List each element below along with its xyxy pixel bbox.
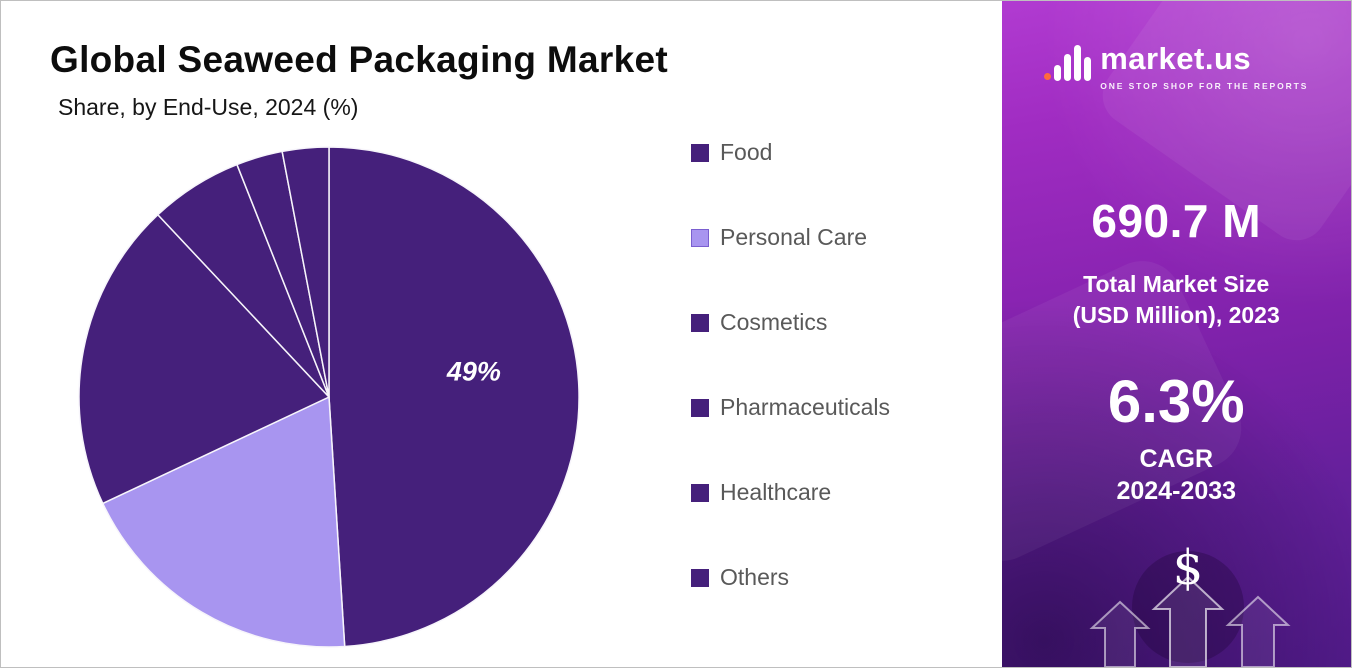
brand: market.us ONE STOP SHOP FOR THE REPORTS bbox=[1002, 41, 1351, 91]
logo-dot bbox=[1044, 73, 1052, 80]
up-arrow-center bbox=[1150, 575, 1225, 667]
legend-item-cosmetics[interactable]: Cosmetics bbox=[691, 309, 890, 336]
legend-swatch bbox=[691, 398, 709, 417]
chart-area: Global Seaweed Packaging Market Share, b… bbox=[1, 1, 1002, 667]
legend-item-food[interactable]: Food bbox=[691, 139, 890, 166]
legend-swatch bbox=[691, 568, 709, 587]
legend-item-personal-care[interactable]: Personal Care bbox=[691, 224, 890, 251]
slice-label: 49% bbox=[446, 356, 501, 386]
chart-title: Global Seaweed Packaging Market bbox=[50, 39, 668, 80]
legend-item-others[interactable]: Others bbox=[691, 564, 890, 591]
legend-swatch bbox=[691, 313, 709, 332]
legend-item-pharmaceuticals[interactable]: Pharmaceuticals bbox=[691, 394, 890, 421]
chart-subtitle: Share, by End-Use, 2024 (%) bbox=[58, 94, 359, 120]
pie-slice-others[interactable] bbox=[281, 146, 330, 398]
pie-chart: 49% bbox=[78, 146, 580, 648]
market-size-label: Total Market Size (USD Million), 2023 bbox=[1002, 269, 1351, 331]
legend: Food Personal Care Cosmetics Pharmaceutical… bbox=[691, 139, 890, 591]
pie-slice-food[interactable] bbox=[328, 146, 580, 648]
pie-slice-cosmetics[interactable] bbox=[78, 214, 330, 505]
bottom-decoration: $ bbox=[1088, 540, 1291, 667]
dollar-circle bbox=[1131, 551, 1244, 663]
legend-label: Healthcare bbox=[720, 479, 832, 505]
legend-label: Others bbox=[720, 564, 790, 590]
dollar-icon: $ bbox=[1172, 540, 1203, 596]
legend-label: Food bbox=[720, 139, 773, 165]
legend-label: Pharmaceuticals bbox=[720, 394, 891, 420]
legend-swatch bbox=[691, 228, 709, 247]
market-size-value: 690.7 M bbox=[1091, 195, 1262, 247]
brand-tagline: ONE STOP SHOP FOR THE REPORTS bbox=[1100, 80, 1309, 91]
pie-slice-personal-care[interactable] bbox=[102, 396, 346, 648]
legend-item-healthcare[interactable]: Healthcare bbox=[691, 479, 890, 506]
up-arrow-right bbox=[1224, 595, 1291, 667]
legend-label: Cosmetics bbox=[720, 309, 828, 335]
legend-swatch bbox=[691, 143, 709, 162]
up-arrow-left bbox=[1088, 600, 1151, 667]
legend-label: Personal Care bbox=[720, 224, 868, 250]
market-size-label-line1: Total Market Size bbox=[1083, 271, 1270, 297]
market-size-label-line2: (USD Million), 2023 bbox=[1072, 302, 1280, 328]
cagr-label-line1: CAGR bbox=[1139, 445, 1214, 473]
cagr-label: CAGR 2024-2033 bbox=[1002, 443, 1351, 507]
cagr-label-line2: 2024-2033 bbox=[1116, 477, 1237, 505]
legend-swatch bbox=[691, 483, 709, 502]
cagr-value: 6.3% bbox=[1107, 368, 1245, 435]
brand-name: market.us bbox=[1100, 41, 1252, 76]
sidebar: market.us ONE STOP SHOP FOR THE REPORTS … bbox=[1001, 1, 1351, 667]
marketus-logo-icon bbox=[1044, 45, 1092, 81]
